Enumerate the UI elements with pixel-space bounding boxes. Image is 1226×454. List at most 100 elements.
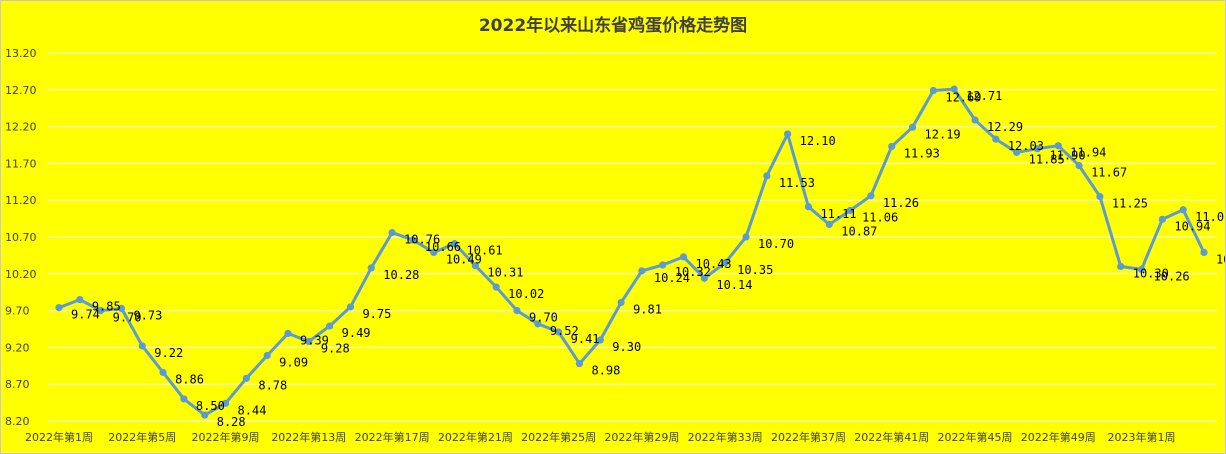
data-label: 9.70 [529,311,558,325]
y-tick-label: 13.20 [5,47,37,60]
data-label: 9.52 [550,324,579,338]
data-point [409,236,417,244]
data-point [638,267,646,275]
data-point [221,399,230,407]
chart-title: 2022年以来山东省鸡蛋价格走势图 [478,16,748,36]
data-point [888,142,896,151]
data-label: 11.93 [904,146,940,160]
data-point [1075,162,1083,170]
data-label: 11.11 [820,207,856,221]
y-tick-label: 8.70 [5,378,30,391]
data-point [97,307,105,315]
data-point [242,374,250,382]
data-point [513,307,521,315]
data-point [180,395,188,403]
data-label: 8.50 [196,399,225,413]
data-point [825,220,833,229]
x-tick-label: 2022年第9周 [192,430,260,444]
data-label: 9.70 [113,311,142,325]
data-point [76,295,84,304]
data-label: 11.06 [862,211,898,225]
price-series [55,85,1208,419]
data-point [471,262,479,270]
data-label: 10.02 [508,287,544,301]
data-point [575,359,584,368]
data-point [846,206,854,215]
data-point [159,368,167,377]
x-tick-label: 2022年第21周 [438,430,513,444]
data-point [763,172,771,180]
data-label: 10.87 [841,224,877,238]
data-label: 11.53 [779,176,815,190]
data-label: 11.07 [1195,210,1225,224]
y-tick-label: 9.70 [5,305,30,318]
data-point [55,304,63,312]
x-tick-label: 2022年第41周 [854,430,929,444]
data-point [326,322,334,330]
data-label: 10.94 [1174,219,1210,233]
data-point [1179,206,1187,214]
data-point [784,130,792,138]
data-label: 8.78 [258,378,287,392]
y-axis-ticks: 13.20 12.70 12.20 11.70 11.20 10.70 10.20 9.70 9… [5,47,37,428]
y-tick-label: 11.70 [5,157,37,170]
data-point [201,411,209,419]
data-label: 11.25 [1112,197,1148,211]
y-tick-label: 10.70 [5,231,37,244]
data-label: 10.28 [383,268,419,282]
data-label: 9.28 [321,342,350,356]
data-label: 12.19 [925,127,961,141]
x-tick-label: 2023年第1周 [1108,430,1176,444]
data-point [950,85,958,93]
y-tick-label: 12.70 [5,84,37,97]
x-axis-ticks: 2022年第1周 2022年第5周 2022年第9周 2022年第13周 2022年第1… [25,430,1176,444]
data-label: 10.66 [425,240,461,254]
data-point [721,259,729,267]
data-point [263,351,271,360]
data-label: 9.85 [92,300,121,314]
data-label: 11.94 [1070,146,1106,160]
y-tick-label: 12.20 [5,121,37,134]
data-label: 10.35 [737,263,773,277]
data-point [430,248,438,257]
data-label: 9.49 [342,326,371,340]
x-tick-label: 2022年第33周 [688,430,763,444]
data-label: 9.75 [362,307,391,321]
y-tick-label: 9.20 [5,341,30,354]
data-label: 8.28 [217,415,246,429]
y-tick-label: 11.20 [5,194,37,207]
x-tick-label: 2022年第25周 [521,430,596,444]
data-point [1054,142,1062,150]
data-label: 8.44 [238,403,267,417]
data-label: 9.74 [71,308,100,322]
data-labels: 9.749.859.709.739.228.868.508.288.448.78… [71,89,1225,429]
data-label: 10.32 [675,265,711,279]
data-label: 9.30 [612,340,641,354]
data-point [346,303,355,311]
data-point [388,228,396,237]
data-point [742,233,750,241]
data-label: 9.09 [279,355,308,369]
x-tick-label: 2022年第37周 [771,430,846,444]
data-label: 9.22 [154,346,183,360]
data-point [659,261,667,269]
data-point [1096,192,1104,201]
data-label: 9.81 [633,303,662,317]
y-tick-label: 8.20 [5,415,30,428]
data-label: 11.90 [1049,149,1085,163]
x-tick-label: 2022年第29周 [604,430,679,444]
data-point [617,298,625,307]
x-tick-label: 2022年第49周 [1021,430,1096,444]
data-label: 9.41 [571,332,600,346]
data-point [1033,145,1042,153]
data-point [305,337,313,346]
data-label: 8.86 [175,372,204,386]
data-label: 12.71 [966,89,1002,103]
data-label: 11.67 [1091,166,1127,180]
data-point [1013,148,1021,156]
data-label: 10.49 [446,252,482,266]
data-point [700,274,708,282]
data-label: 11.85 [1029,152,1065,166]
data-label: 12.69 [945,91,981,105]
x-tick-label: 2022年第1周 [25,430,93,444]
